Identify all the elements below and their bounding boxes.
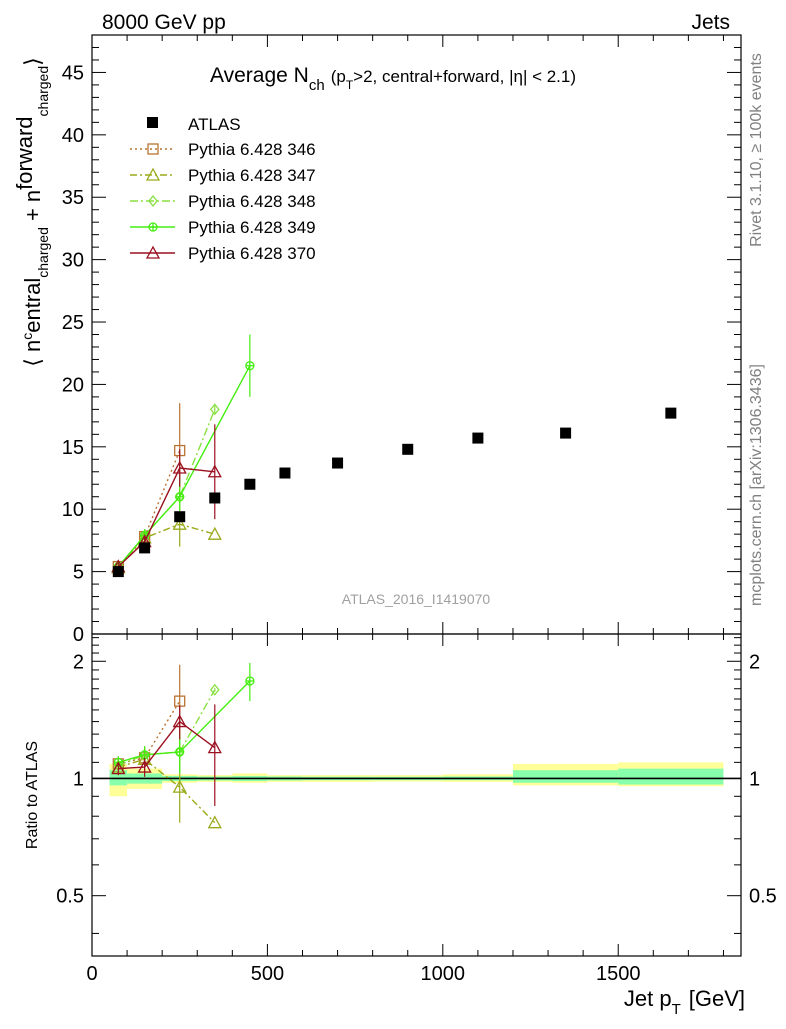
ratio-axis-label: Ratio to ATLAS	[24, 741, 41, 849]
uncertainty-bands	[109, 762, 724, 797]
ratio-tick-label-right: 2	[749, 651, 760, 673]
legend-label: Pythia 6.428 347	[188, 166, 316, 185]
series-point-ratio	[139, 750, 150, 760]
legend-marker	[145, 245, 161, 259]
data-point	[560, 427, 572, 439]
series-line-ratio	[118, 700, 181, 765]
y-tick-label: 10	[62, 499, 84, 521]
series-point-main	[245, 361, 255, 371]
series-line-main	[117, 365, 251, 568]
chart-title: Average Nch (pT>2, central+forward, |η| <…	[210, 64, 576, 94]
series-0	[112, 403, 186, 772]
series-point-main	[172, 516, 187, 530]
data-point	[244, 478, 256, 490]
series-point-main	[207, 526, 222, 540]
band-green-9	[512, 770, 619, 783]
series-line-ratio	[118, 758, 216, 824]
axes: 0 500 1000 1500 0 5 10 15 20 25 30 35 40 45 0.5 0.5 1 1 2 2	[56, 34, 777, 985]
band-green-10	[618, 768, 724, 785]
ratio-tick-label: 2	[73, 651, 84, 673]
y-tick-label: 5	[73, 562, 84, 584]
data-point	[402, 443, 414, 455]
series-point-main	[172, 460, 187, 474]
y-tick-label: 15	[62, 437, 84, 459]
ratio-tick-label: 1	[73, 768, 84, 790]
series-point-ratio	[209, 683, 220, 696]
series-point-ratio	[175, 747, 185, 757]
data-point	[112, 566, 124, 578]
ratio-tick-label-right: 1	[749, 768, 760, 790]
series-point-main	[175, 492, 185, 502]
series-line-main	[117, 467, 215, 568]
y-tick-label: 0	[73, 624, 84, 646]
legend-marker	[148, 222, 158, 232]
series-line-main	[117, 409, 216, 569]
series-point-main	[207, 464, 222, 478]
data-point	[665, 407, 677, 419]
data-point	[174, 511, 186, 523]
y-tick-label: 20	[62, 374, 84, 396]
x-axis-label: Jet pT [GeV]	[624, 986, 745, 1018]
data-point	[209, 492, 221, 504]
titles: Average Nch (pT>2, central+forward, |η| <…	[12, 57, 745, 1018]
legend-marker	[145, 167, 161, 181]
ratio-tick-label-right: 0.5	[749, 886, 777, 908]
series-line-main	[117, 523, 215, 569]
series-point-ratio	[207, 815, 222, 829]
data-point	[139, 542, 151, 554]
energy-label: 8000 GeV pp	[102, 11, 226, 34]
legend-label: Pythia 6.428 370	[188, 244, 316, 263]
legend-label: Pythia 6.428 348	[188, 192, 316, 211]
ratio-tick-label: 0.5	[56, 886, 84, 908]
x-tick-label: 1000	[421, 963, 466, 985]
data-point	[332, 457, 344, 469]
y-axis-label: ⟨ ncentralcharged + nforwardcharged⟩	[12, 57, 51, 366]
y-tick-label: 30	[62, 250, 84, 272]
data-layer	[112, 407, 677, 578]
series-line-ratio	[118, 720, 216, 770]
series-3	[113, 334, 255, 774]
y-tick-label: 45	[62, 62, 84, 84]
series-2	[113, 403, 220, 774]
y-tick-label: 35	[62, 187, 84, 209]
series-line-main	[117, 450, 181, 568]
data-point	[279, 467, 291, 479]
series-4	[111, 424, 222, 806]
series-line-ratio	[118, 689, 216, 767]
x-tick-label: 0	[86, 963, 97, 985]
legend-marker-data	[147, 117, 158, 128]
series-point-ratio	[172, 714, 187, 728]
series-point-ratio	[207, 740, 222, 754]
rivet-label: Rivet 3.1.10, ≥ 100k events	[748, 53, 765, 247]
series-layer	[111, 334, 255, 829]
legend-marker	[147, 143, 159, 155]
data-point	[472, 432, 484, 444]
legend-label: Pythia 6.428 349	[188, 218, 316, 237]
analysis-watermark: ATLAS_2016_I1419070	[342, 591, 491, 607]
y-tick-label: 25	[62, 312, 84, 334]
series-point-ratio	[245, 676, 255, 686]
series-point-ratio	[111, 761, 126, 775]
process-label: Jets	[691, 11, 730, 34]
x-tick-label: 500	[251, 963, 284, 985]
legend: ATLAS Pythia 6.428 346 Pythia 6.428 347 Pyt…	[130, 115, 316, 263]
legend-marker	[148, 194, 158, 208]
mcplots-label: mcplots.cern.ch [arXiv:1306.3436]	[748, 364, 765, 606]
series-line-ratio	[118, 680, 251, 764]
y-tick-label: 40	[62, 125, 84, 147]
legend-label: Pythia 6.428 346	[188, 140, 316, 159]
ratio-frame	[91, 633, 742, 957]
series-point-ratio	[172, 779, 187, 793]
x-tick-label: 1500	[596, 963, 641, 985]
series-point-main	[209, 403, 220, 416]
series-point-ratio	[137, 759, 152, 773]
legend-label-data: ATLAS	[188, 115, 241, 134]
